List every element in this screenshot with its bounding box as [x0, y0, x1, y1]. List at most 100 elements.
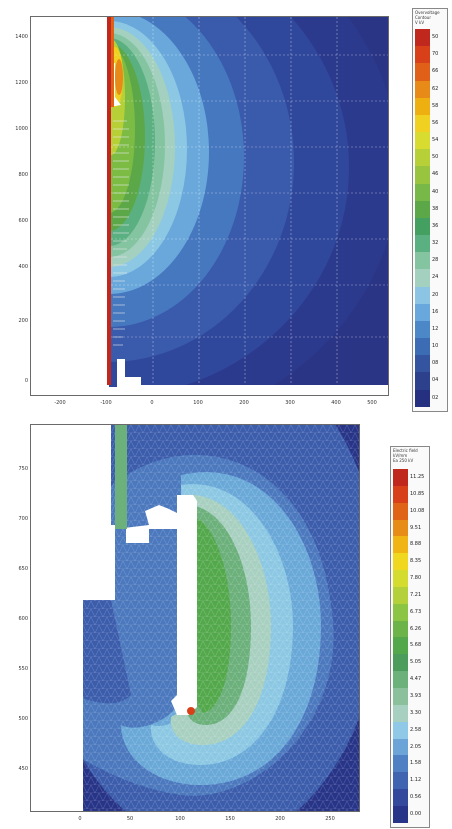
colorbar-swatch: [415, 63, 430, 81]
contour-band: [115, 59, 123, 95]
bottom-simulation-panel: 750 700 650 600 550 500 450 0 50 100 150…: [0, 416, 452, 829]
x-tick-label: 200: [275, 816, 285, 822]
colorbar-swatch: [415, 286, 430, 304]
colorbar-swatch: [393, 687, 408, 705]
colorbar-label: 11.25: [410, 474, 425, 480]
colorbar-label: 10: [432, 343, 439, 350]
y-tick-label: 700: [18, 516, 28, 522]
colorbar-swatch: [415, 166, 430, 184]
colorbar-label: 46: [432, 171, 439, 178]
colorbar-label: 10.08: [410, 507, 425, 514]
hotspot-marker: [187, 707, 195, 715]
conductor-bar: [171, 495, 197, 715]
colorbar-swatch: [415, 303, 430, 321]
bottom-colorbar-legend: Electric field kV/mm Ea 250 kV 11.25 10.8…: [390, 446, 430, 828]
colorbar-swatch: [393, 485, 408, 503]
y-tick-label: 500: [18, 716, 28, 722]
colorbar-label: 20: [432, 291, 439, 298]
colorbar-label: 66: [432, 68, 439, 75]
colorbar-swatch: [415, 235, 430, 253]
colorbar-swatch: [393, 502, 408, 520]
y-tick-label: 450: [18, 766, 28, 772]
x-tick-label: 100: [175, 816, 185, 822]
colorbar-swatch: [415, 389, 430, 407]
colorbar-swatch: [393, 536, 408, 554]
colorbar-swatch: [415, 320, 430, 339]
colorbar-label: 58: [432, 102, 439, 109]
x-tick-label: 400: [331, 400, 341, 406]
x-tick-label: -100: [100, 400, 112, 406]
colorbar-label: 38: [432, 205, 439, 212]
colorbar-swatch: [393, 789, 408, 806]
colorbar-swatch: [415, 80, 430, 98]
colorbar-label: 3.30: [410, 709, 422, 716]
colorbar-swatches: [415, 29, 430, 407]
top-contour-plot[interactable]: [30, 16, 389, 396]
x-tick-label: 500: [367, 400, 377, 406]
colorbar-swatch: [393, 738, 408, 756]
colorbar-swatch: [415, 132, 430, 150]
y-tick-label: 400: [18, 264, 28, 270]
colorbar-swatch: [415, 355, 430, 373]
colorbar-swatch: [415, 372, 430, 390]
insulator-geometry: [31, 17, 388, 395]
top-contour-svg: [31, 17, 388, 395]
y-tick-label: 650: [18, 566, 28, 572]
colorbar-swatch: [393, 586, 408, 604]
x-tick-label: 100: [193, 400, 203, 406]
colorbar-swatch: [415, 217, 430, 236]
x-tick-label: -200: [54, 400, 66, 406]
colorbar-swatch: [393, 469, 408, 486]
bottom-field-svg: [31, 425, 359, 811]
colorbar-title-line: Contour: [415, 15, 431, 20]
colorbar-swatch: [415, 183, 430, 201]
colorbar-label: 50: [432, 154, 439, 161]
colorbar-label: 7.80: [410, 575, 422, 582]
colorbar-label: 1.12: [410, 777, 422, 784]
bottom-field-plot[interactable]: [30, 424, 360, 812]
colorbar-label: 02: [432, 394, 439, 401]
x-tick-label: 250: [325, 816, 335, 822]
y-tick-label: 800: [18, 172, 28, 178]
y-tick-label: 550: [18, 666, 28, 672]
colorbar-swatch: [415, 46, 430, 64]
y-tick-label: 750: [18, 466, 28, 472]
colorbar-label: 7.21: [410, 591, 422, 598]
y-tick-label: 1400: [15, 34, 28, 40]
colorbar-swatch: [393, 570, 408, 587]
y-tick-label: 600: [18, 218, 28, 224]
colorbar-swatch: [393, 519, 408, 537]
y-tick-label: 0: [24, 378, 28, 384]
colorbar-swatch: [393, 805, 408, 823]
colorbar-swatch: [393, 620, 408, 638]
colorbar-swatch: [393, 671, 408, 688]
colorbar-title-line: V kV: [415, 20, 425, 25]
colorbar-label: 28: [432, 257, 439, 264]
x-tick-label: 50: [126, 816, 134, 822]
colorbar-label: 0.00: [410, 810, 422, 817]
top-simulation-panel: 1400 1200 1000 800 600 400 200 0 -200 -1…: [0, 0, 452, 414]
colorbar-label: 70: [432, 51, 439, 58]
colorbar-swatch: [415, 200, 430, 218]
x-tick-label: 150: [225, 816, 235, 822]
colorbar-label: 16: [432, 308, 439, 315]
colorbar-swatches: [393, 469, 408, 823]
colorbar-label: 62: [432, 85, 439, 92]
colorbar-label: 08: [432, 360, 439, 367]
colorbar-swatch: [393, 721, 408, 739]
colorbar-label: 10.85: [410, 490, 425, 497]
colorbar-label: 5.68: [410, 642, 422, 649]
colorbar-label: 6.26: [410, 625, 422, 632]
field-arrows: [113, 120, 129, 346]
colorbar-labels: 50 70 66 62 58 56 54 50 46 40 38 36 32 28 24 20 16 12 10 08…: [432, 29, 452, 407]
colorbar-label: 56: [432, 119, 439, 126]
colorbar-label: 2.58: [410, 726, 422, 733]
x-tick-label: 200: [239, 400, 249, 406]
colorbar-label: 50: [432, 34, 439, 40]
colorbar-label: 12: [432, 325, 439, 332]
colorbar-title-line: Overvoltage: [415, 10, 440, 15]
conductor-hot-edge: [111, 17, 114, 107]
conductor-strip: [107, 17, 111, 385]
y-tick-label: 1000: [15, 126, 28, 132]
colorbar-label: 32: [432, 240, 439, 247]
